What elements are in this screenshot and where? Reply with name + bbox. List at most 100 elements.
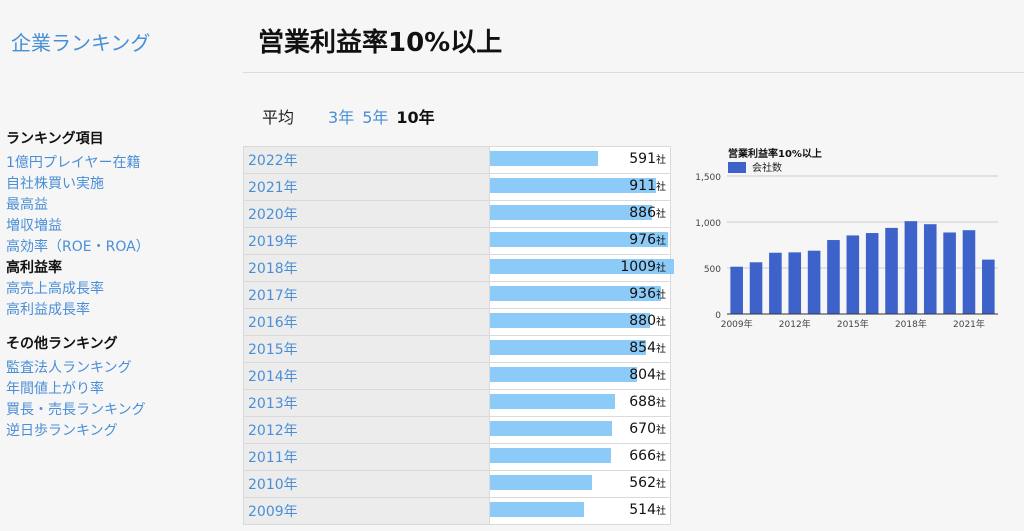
- period-option-3y[interactable]: 3年: [328, 108, 355, 127]
- sidebar-list-other-rankings: 監査法人ランキング 年間値上がり率 買長・売長ランキング 逆日歩ランキング: [6, 358, 236, 442]
- count-bar: [490, 205, 652, 220]
- page-title: 営業利益率10%以上: [258, 28, 503, 58]
- sidebar-section-title: その他ランキング: [6, 336, 118, 352]
- year-link[interactable]: 2009年: [243, 497, 490, 525]
- table-row: 2019年 976社: [243, 227, 671, 255]
- x-tick-label: 2015年: [837, 318, 869, 330]
- count-bar: [490, 475, 592, 490]
- year-link[interactable]: 2017年: [243, 281, 490, 309]
- y-tick-label: 1,000: [695, 219, 721, 229]
- year-link[interactable]: 2015年: [243, 335, 490, 363]
- chart-bar: [846, 235, 860, 314]
- count-unit: 社: [656, 155, 666, 166]
- count-unit: 社: [656, 263, 666, 274]
- count-bar: [490, 232, 668, 247]
- count-unit: 社: [656, 425, 666, 436]
- table-row: 2016年 880社: [243, 308, 671, 336]
- sidebar-item-record-profit[interactable]: 最高益: [6, 197, 48, 213]
- count-cell: 666社: [489, 443, 671, 471]
- year-link[interactable]: 2012年: [243, 416, 490, 444]
- period-selector: 平均 3年 5年 10年: [262, 104, 443, 128]
- year-link[interactable]: 2014年: [243, 362, 490, 390]
- count-cell: 562社: [489, 470, 671, 498]
- count-cell: 886社: [489, 200, 671, 228]
- chart-bar: [885, 227, 898, 314]
- sidebar-item-high-margin[interactable]: 高利益率: [6, 260, 62, 276]
- count-unit: 社: [656, 371, 666, 382]
- count-cell: 976社: [489, 227, 671, 255]
- year-link[interactable]: 2021年: [243, 173, 490, 201]
- y-tick-label: 500: [704, 265, 721, 275]
- count-bar: [490, 394, 615, 409]
- count-unit: 社: [656, 290, 666, 301]
- chart-bar: [827, 240, 840, 314]
- sidebar-list-ranking-items: 1億円プレイヤー在籍 自社株買い実施 最高益 増収増益 高効率（ROE・ROA）…: [6, 153, 236, 321]
- year-link[interactable]: 2010年: [243, 470, 490, 498]
- x-tick-label: 2012年: [779, 318, 811, 330]
- sidebar-item-100m-yen-players[interactable]: 1億円プレイヤー在籍: [6, 155, 141, 171]
- chart-title: 営業利益率10%以上: [728, 147, 822, 160]
- count-value: 936社: [629, 286, 666, 302]
- year-link[interactable]: 2022年: [243, 146, 490, 174]
- year-link[interactable]: 2013年: [243, 389, 490, 417]
- site-logo-link[interactable]: 企業ランキング: [11, 31, 151, 55]
- x-tick-label: 2009年: [721, 318, 753, 330]
- count-unit: 社: [656, 344, 666, 355]
- table-row: 2021年 911社: [243, 173, 671, 201]
- yearly-count-table: 2022年 591社 2021年 911社 2020年 886社 2019年 976社 2018…: [243, 146, 674, 525]
- table-row: 2022年 591社: [243, 146, 671, 174]
- sidebar-item-high-efficiency[interactable]: 高効率（ROE・ROA）: [6, 239, 150, 255]
- legend-label: 会社数: [752, 161, 782, 174]
- period-option-10y[interactable]: 10年: [396, 108, 435, 127]
- table-row: 2011年 666社: [243, 443, 671, 471]
- year-link[interactable]: 2018年: [243, 254, 490, 282]
- sidebar-item-annual-rise[interactable]: 年間値上がり率: [6, 381, 104, 397]
- period-option-5y[interactable]: 5年: [362, 108, 389, 127]
- chart-bar: [962, 230, 976, 314]
- sidebar-item-high-profit-growth[interactable]: 高利益成長率: [6, 302, 90, 318]
- sidebar-item-revenue-profit-growth[interactable]: 増収増益: [6, 218, 62, 234]
- year-link[interactable]: 2019年: [243, 227, 490, 255]
- table-row: 2013年 688社: [243, 389, 671, 417]
- count-value: 886社: [629, 205, 666, 221]
- chart-bar: [749, 262, 763, 314]
- table-row: 2015年 854社: [243, 335, 671, 363]
- table-row: 2009年 514社: [243, 497, 671, 525]
- x-tick-label: 2021年: [953, 318, 985, 330]
- count-bar: [490, 502, 584, 517]
- chart-bar: [730, 266, 743, 314]
- count-bar: [490, 367, 637, 382]
- count-bar: [490, 151, 598, 166]
- sidebar-item-buy-sell-long[interactable]: 買長・売長ランキング: [6, 402, 146, 418]
- sidebar-item-buyback[interactable]: 自社株買い実施: [6, 176, 104, 192]
- count-cell: 911社: [489, 173, 671, 201]
- count-bar: [490, 448, 611, 463]
- chart-bar: [982, 259, 995, 314]
- count-unit: 社: [656, 317, 666, 328]
- count-value: 666社: [629, 448, 666, 464]
- count-value: 911社: [629, 178, 666, 194]
- count-cell: 591社: [489, 146, 671, 174]
- sidebar-item-reverse-daily-rate[interactable]: 逆日歩ランキング: [6, 423, 118, 439]
- year-link[interactable]: 2011年: [243, 443, 490, 471]
- count-value: 804社: [629, 367, 666, 383]
- count-value: 591社: [629, 151, 666, 167]
- count-bar: [490, 340, 646, 355]
- sidebar-item-audit-firm[interactable]: 監査法人ランキング: [6, 360, 132, 376]
- chart-bar: [904, 221, 918, 314]
- chart-bar: [807, 250, 821, 314]
- sidebar-section-title: ランキング項目: [6, 131, 104, 147]
- count-value: 1009社: [620, 259, 666, 275]
- year-link[interactable]: 2020年: [243, 200, 490, 228]
- count-value: 976社: [629, 232, 666, 248]
- count-unit: 社: [656, 452, 666, 463]
- sidebar-item-high-sales-growth[interactable]: 高売上高成長率: [6, 281, 104, 297]
- chart-bar: [788, 252, 802, 314]
- count-unit: 社: [656, 398, 666, 409]
- count-bar: [490, 178, 656, 193]
- chart-bar: [769, 252, 782, 314]
- count-cell: 880社: [489, 308, 671, 336]
- year-link[interactable]: 2016年: [243, 308, 490, 336]
- table-row: 2010年 562社: [243, 470, 671, 498]
- count-bar: [490, 421, 612, 436]
